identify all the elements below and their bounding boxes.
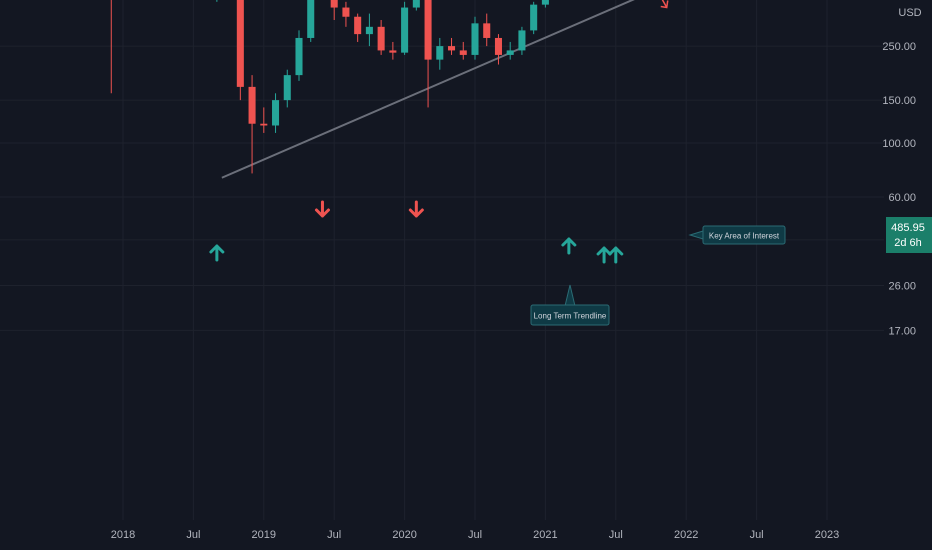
x-tick-label: Jul (750, 529, 764, 541)
last-price-tag: 485.95 2d 6h (886, 217, 932, 253)
candle-body (307, 0, 315, 38)
y-tick-label: 26.00 (888, 280, 916, 292)
candle-body (436, 46, 444, 60)
candle-body (330, 0, 338, 8)
trendline-label: Long Term Trendline (534, 312, 607, 321)
down-arrow-marker (314, 200, 330, 218)
x-tick-label: 2022 (674, 529, 698, 541)
candle-body (448, 46, 456, 51)
long-term-trendline[interactable] (221, 0, 839, 179)
x-tick-label: Jul (186, 529, 200, 541)
x-tick-label: 2019 (252, 529, 276, 541)
candle-body (459, 50, 467, 55)
x-tick-label: Jul (468, 529, 482, 541)
candle-body (283, 75, 291, 101)
y-tick-label: 250.00 (882, 41, 916, 53)
up-arrow-marker (561, 237, 577, 255)
down-arrow-marker (408, 200, 424, 218)
key-area-callout[interactable]: Key Area of Interest (688, 225, 786, 245)
candle-body (506, 50, 514, 55)
candle-body (260, 123, 268, 126)
candle-body (530, 4, 538, 31)
up-arrow-marker (209, 244, 225, 262)
bearish-arrowhead (660, 0, 669, 9)
y-tick-label: 60.00 (888, 192, 916, 204)
x-tick-label: 2023 (815, 529, 839, 541)
arrow-markers (209, 200, 624, 264)
candle-body (412, 0, 420, 8)
bearish-projection (661, 0, 668, 8)
candle-body (377, 26, 385, 51)
x-tick-label: Jul (327, 529, 341, 541)
countdown: 2d 6h (894, 237, 922, 249)
candle-body (424, 0, 432, 60)
candle-body (365, 26, 373, 35)
candle-body (295, 37, 303, 76)
candle-body (471, 23, 479, 55)
y-tick-label: 150.00 (882, 95, 916, 107)
grid (0, 0, 884, 520)
time-axis[interactable]: 2018 Jul 2019 Jul 2020 Jul 2021 Jul 2022 Jul 2023 (111, 529, 839, 541)
candle-body (494, 37, 502, 55)
candle-body (236, 0, 244, 87)
candle-body (389, 50, 397, 53)
y-tick-label: 17.00 (888, 325, 916, 337)
last-price: 485.95 (891, 222, 925, 234)
currency-label: USD (898, 7, 921, 19)
up-arrow-marker (608, 246, 624, 264)
y-tick-label: 100.00 (882, 138, 916, 150)
candle-body (401, 7, 409, 53)
candle-body (272, 100, 280, 126)
price-axis[interactable]: 4000.002400.001600.001000.00600.00250.00… (876, 0, 916, 337)
up-arrow-marker (596, 246, 612, 264)
candles (110, 0, 549, 174)
candle-body (354, 16, 362, 35)
projection-path (660, 0, 669, 9)
candle-body (248, 86, 256, 124)
x-tick-label: Jul (609, 529, 623, 541)
candle-body (483, 23, 491, 38)
key-area-label: Key Area of Interest (709, 232, 780, 241)
candle-body (518, 30, 526, 51)
x-tick-label: 2020 (392, 529, 416, 541)
candle-body (541, 0, 549, 5)
candle-body (342, 7, 350, 17)
x-tick-label: 2018 (111, 529, 135, 541)
trendline-callout[interactable]: Long Term Trendline (530, 284, 610, 326)
x-tick-label: 2021 (533, 529, 557, 541)
